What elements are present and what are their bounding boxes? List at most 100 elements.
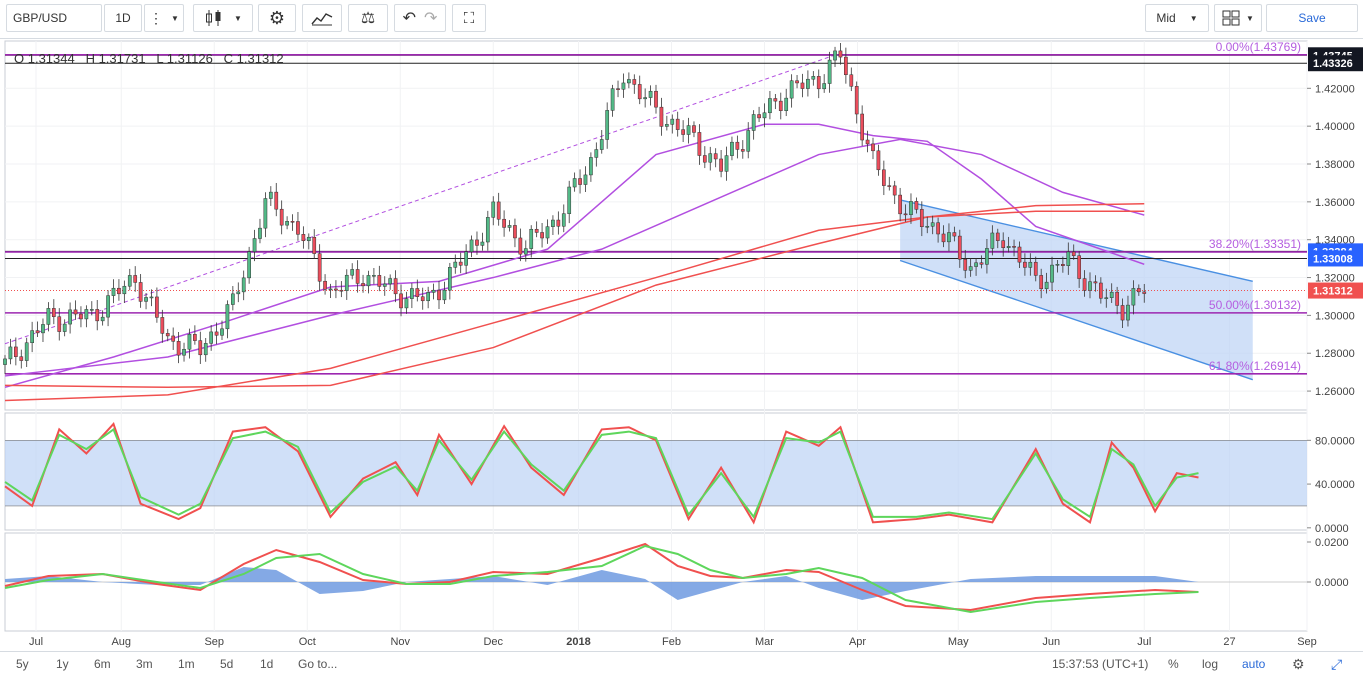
candle-body: [1066, 251, 1071, 266]
layout-button[interactable]: ▼: [1214, 4, 1262, 32]
candle-body: [24, 342, 29, 361]
undo-icon[interactable]: ↶: [402, 10, 416, 27]
stochastic-line: [4, 427, 1199, 521]
candle-body: [437, 289, 441, 301]
price-source-select[interactable]: Mid ▼: [1145, 4, 1209, 32]
candle-body: [665, 124, 669, 127]
candle-body: [1082, 278, 1087, 291]
candle-body: [258, 227, 262, 239]
macd-tick-label: 0.0200: [1315, 537, 1349, 549]
chart-area[interactable]: 0.00%(1.43769) 38.20%(1.33351) 50.00%(1.30…: [0, 39, 1363, 654]
range-button-1d[interactable]: 1d: [260, 657, 274, 671]
time-tick-label: Sep: [204, 636, 224, 648]
auto-toggle[interactable]: auto: [1242, 657, 1266, 671]
candle-body: [393, 278, 398, 295]
symbol-search[interactable]: GBP/USD: [6, 4, 102, 32]
candle-body: [599, 139, 604, 150]
candle-body: [605, 110, 610, 140]
time-tick-label: Dec: [483, 636, 503, 648]
macd-pane[interactable]: [4, 542, 1307, 614]
candle-body: [453, 261, 458, 268]
time-tick-label: Apr: [849, 636, 866, 648]
fib-level-label: 61.80%(1.26914): [1209, 359, 1301, 373]
candle-body: [822, 83, 827, 90]
candle-body: [301, 234, 306, 242]
candle-body: [464, 251, 468, 266]
indicators-button[interactable]: [302, 4, 342, 32]
range-button-1y[interactable]: 1y: [56, 657, 69, 671]
candle-body: [279, 208, 284, 226]
candle-body: [285, 221, 289, 226]
candle-body: [784, 97, 789, 111]
candle-body: [241, 277, 246, 293]
redo-icon[interactable]: ↷: [424, 10, 438, 27]
range-button-3m[interactable]: 3m: [136, 657, 153, 671]
gear-icon[interactable]: ⚙: [1292, 656, 1305, 672]
candle-body: [719, 158, 723, 172]
price-pane[interactable]: 0.00%(1.43769) 38.20%(1.33351) 50.00%(1.30…: [3, 40, 1307, 402]
candle-body: [827, 59, 832, 84]
time-tick-label: Nov: [390, 636, 410, 648]
candle-body: [860, 113, 864, 141]
candle-body: [887, 185, 892, 187]
compare-button[interactable]: ⚖: [348, 4, 388, 32]
range-button-5d[interactable]: 5d: [220, 657, 234, 671]
range-button-5y[interactable]: 5y: [16, 657, 29, 671]
range-button-6m[interactable]: 6m: [94, 657, 111, 671]
candle-body: [572, 178, 577, 188]
candle-body: [594, 149, 599, 158]
candle-body: [231, 293, 235, 305]
price-tick-label: 1.32000: [1315, 273, 1355, 285]
price-tick-label: 1.36000: [1315, 197, 1355, 209]
log-toggle[interactable]: log: [1202, 657, 1219, 671]
candle-body: [643, 97, 647, 100]
candle-body: [833, 50, 837, 61]
goto-button[interactable]: Go to...: [298, 657, 338, 671]
candle-body: [317, 253, 322, 282]
candle-body: [366, 275, 371, 287]
candle-body: [768, 98, 772, 114]
candle-body: [540, 232, 544, 239]
price-badge-label: 1.33008: [1313, 253, 1353, 265]
candle-body: [100, 316, 105, 322]
candle-body: [30, 330, 34, 344]
interval-button[interactable]: 1D: [104, 4, 142, 32]
candle-body: [203, 343, 208, 356]
macd-line: [4, 544, 1199, 614]
candle-body: [621, 82, 626, 90]
candle-body: [789, 80, 794, 99]
candle-body: [795, 80, 799, 84]
chart-style-button[interactable]: ▼: [193, 4, 253, 32]
interval-menu-button[interactable]: ⋮ ▼: [144, 4, 184, 32]
time-tick-label: Aug: [111, 636, 131, 648]
candle-body: [328, 288, 333, 291]
range-button-1m[interactable]: 1m: [178, 657, 195, 671]
percent-toggle[interactable]: %: [1168, 657, 1179, 671]
price-badge: [1308, 55, 1363, 72]
candle-body: [480, 241, 485, 246]
fullscreen-button[interactable]: ⛶: [452, 4, 486, 32]
candle-body: [252, 238, 257, 252]
stochastic-pane[interactable]: [4, 422, 1307, 525]
save-button[interactable]: Save: [1266, 4, 1358, 32]
candle-body: [138, 282, 143, 302]
expand-icon[interactable]: ⤢: [1331, 656, 1343, 672]
candle-body: [1126, 304, 1130, 321]
time-tick-label: Jul: [29, 636, 43, 648]
candle-body: [757, 114, 761, 119]
candle-body: [1006, 246, 1011, 248]
price-tick-label: 1.40000: [1315, 121, 1355, 133]
candle-body: [46, 308, 51, 325]
candle-body: [127, 275, 132, 287]
candle-body: [1088, 281, 1092, 291]
axes[interactable]: 1.420001.400001.380001.360001.340001.320…: [29, 47, 1363, 648]
candle-body: [849, 74, 854, 87]
candle-body: [79, 313, 83, 320]
candle-body: [898, 194, 902, 215]
legend-low: L 1.31126: [156, 51, 213, 66]
settings-button[interactable]: ⚙: [258, 4, 296, 32]
candle-body: [518, 237, 523, 255]
chart-svg[interactable]: 0.00%(1.43769) 38.20%(1.33351) 50.00%(1.30…: [0, 39, 1363, 651]
candle-body: [740, 149, 745, 152]
candle-body: [84, 309, 89, 320]
